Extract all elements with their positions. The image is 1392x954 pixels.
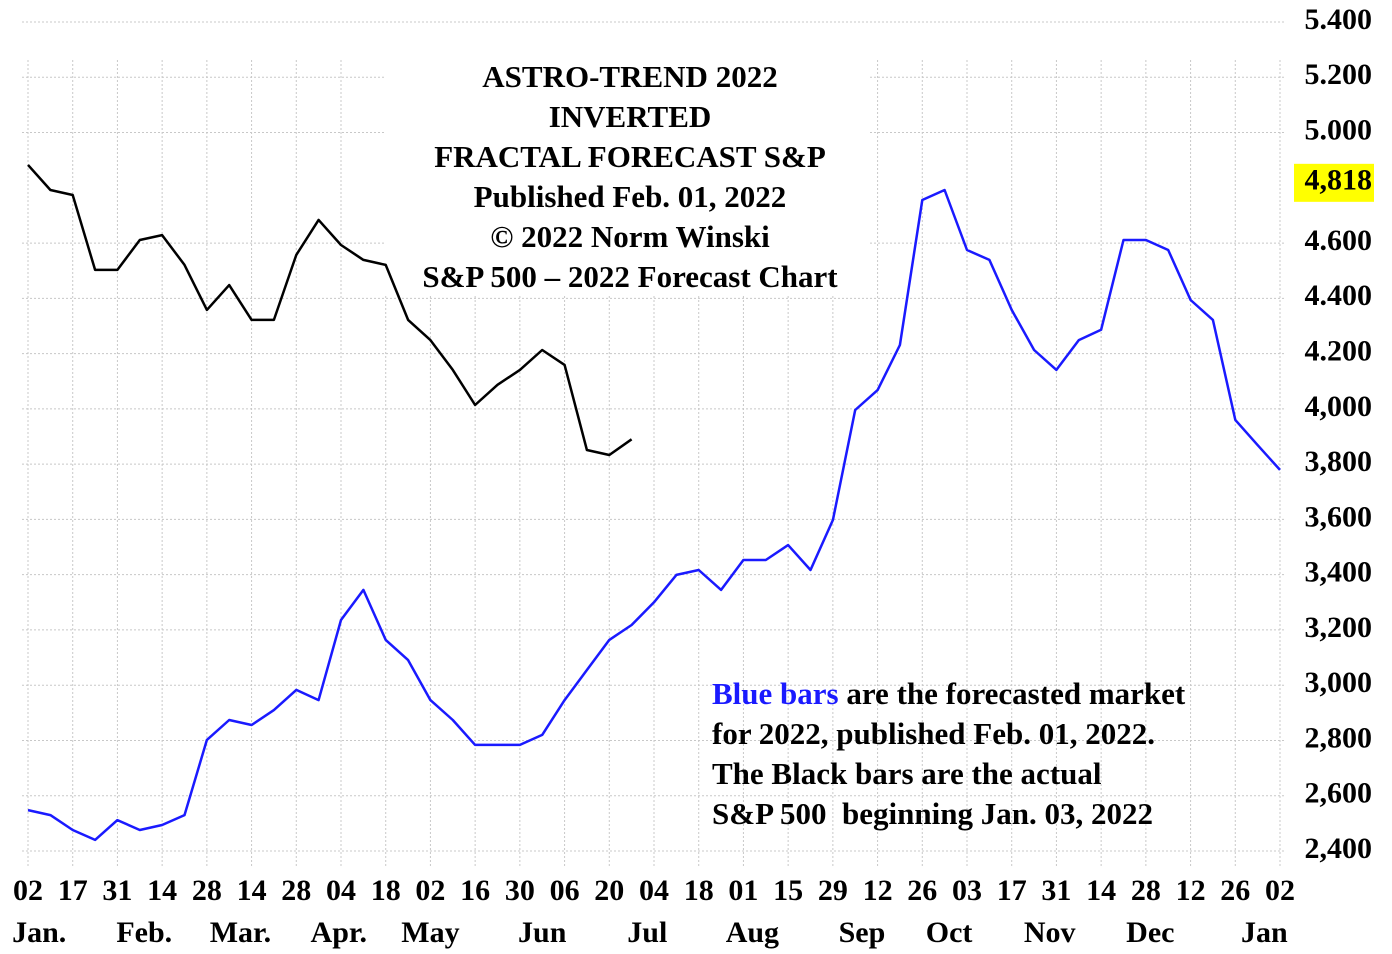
x-tick-label: 30 — [505, 874, 535, 907]
y-tick-label: 4,000 — [1305, 390, 1373, 423]
x-tick-label: 15 — [773, 874, 803, 907]
x-tick-label: 01 — [728, 874, 758, 907]
y-tick-label: 3,400 — [1305, 556, 1373, 589]
y-tick-label: 5.400 — [1305, 3, 1373, 36]
month-label: Oct — [926, 916, 973, 949]
annotation-part: Blue bars — [712, 676, 839, 711]
x-tick-label: 02 — [13, 874, 43, 907]
y-tick-label: 3,800 — [1305, 445, 1373, 478]
annotation-line: for 2022, published Feb. 01, 2022. — [712, 716, 1155, 751]
y-tick-label: 2,600 — [1305, 777, 1373, 810]
title-line: S&P 500 – 2022 Forecast Chart — [422, 259, 838, 294]
x-tick-label: 16 — [460, 874, 490, 907]
x-tick-label: 20 — [594, 874, 624, 907]
annotation-line: Blue bars are the forecasted market — [712, 676, 1186, 711]
annotation-line: The Black bars are the actual — [712, 756, 1102, 791]
month-label: Nov — [1024, 916, 1076, 949]
x-tick-label: 14 — [1086, 874, 1116, 907]
y-tick-label: 4.600 — [1305, 224, 1373, 257]
x-tick-label: 17 — [58, 874, 88, 907]
x-tick-label: 14 — [237, 874, 267, 907]
x-tick-label: 06 — [550, 874, 580, 907]
x-tick-label: 12 — [863, 874, 893, 907]
month-label: Sep — [839, 916, 886, 949]
y-tick-label: 4.400 — [1305, 279, 1373, 312]
x-tick-label: 14 — [147, 874, 177, 907]
y-tick-label: 3,000 — [1305, 666, 1373, 699]
x-tick-label: 02 — [1265, 874, 1295, 907]
month-label: May — [401, 916, 459, 949]
x-tick-label: 31 — [102, 874, 132, 907]
x-tick-label: 03 — [952, 874, 982, 907]
x-tick-label: 04 — [639, 874, 669, 907]
title-backdrop — [385, 60, 870, 295]
series — [27, 164, 1281, 842]
y-tick-label: 2,400 — [1305, 832, 1373, 865]
x-tick-label: 02 — [415, 874, 445, 907]
month-label: Jun — [518, 916, 567, 949]
y-tick-label: 4.200 — [1305, 334, 1373, 367]
annotation-line: S&P 500 beginning Jan. 03, 2022 — [712, 796, 1153, 831]
labels: 5.400 5.200 5.000 4.600 4.400 4.200 4,000 3,800… — [12, 3, 1374, 949]
x-tick-label: 26 — [1220, 874, 1250, 907]
x-tick-label: 28 — [1131, 874, 1161, 907]
title-line: FRACTAL FORECAST S&P — [434, 139, 826, 174]
series-line — [27, 188, 1281, 842]
month-label: Aug — [726, 916, 779, 949]
title-line: ASTRO-TREND 2022 — [482, 59, 777, 94]
x-tick-label: 12 — [1176, 874, 1206, 907]
x-tick-label: 18 — [371, 874, 401, 907]
x-tick-label: 29 — [818, 874, 848, 907]
title-line: INVERTED — [549, 99, 712, 134]
month-label: Jan. — [12, 916, 66, 949]
title-line: © 2022 Norm Winski — [490, 219, 770, 254]
grid — [22, 21, 1285, 868]
annotation-part: are the forecasted market — [839, 676, 1186, 711]
marker-label: 4,818 — [1305, 164, 1373, 197]
y-tick-label: 3,600 — [1305, 500, 1373, 533]
y-tick-label: 2,800 — [1305, 721, 1373, 754]
title: ASTRO-TREND 2022 INVERTED FRACTAL FORECAST… — [422, 59, 838, 294]
x-tick-label: 28 — [192, 874, 222, 907]
x-tick-label: 04 — [326, 874, 356, 907]
y-tick-label: 5.200 — [1305, 58, 1373, 91]
y-tick-label: 3,200 — [1305, 611, 1373, 644]
y-tick-label: 5.000 — [1305, 113, 1373, 146]
marker-highlight — [1294, 163, 1374, 202]
month-label: Dec — [1126, 916, 1174, 949]
month-label: Feb. — [116, 916, 172, 949]
month-label: Mar. — [210, 916, 271, 949]
x-tick-label: 18 — [684, 874, 714, 907]
month-label: Jul — [627, 916, 667, 949]
title-line: Published Feb. 01, 2022 — [474, 179, 787, 214]
x-tick-label: 28 — [281, 874, 311, 907]
x-tick-label: 17 — [997, 874, 1027, 907]
month-label: Jan — [1241, 916, 1288, 949]
x-tick-label: 26 — [907, 874, 937, 907]
series-line — [27, 164, 633, 457]
x-tick-label: 31 — [1041, 874, 1071, 907]
month-label: Apr. — [311, 916, 367, 949]
